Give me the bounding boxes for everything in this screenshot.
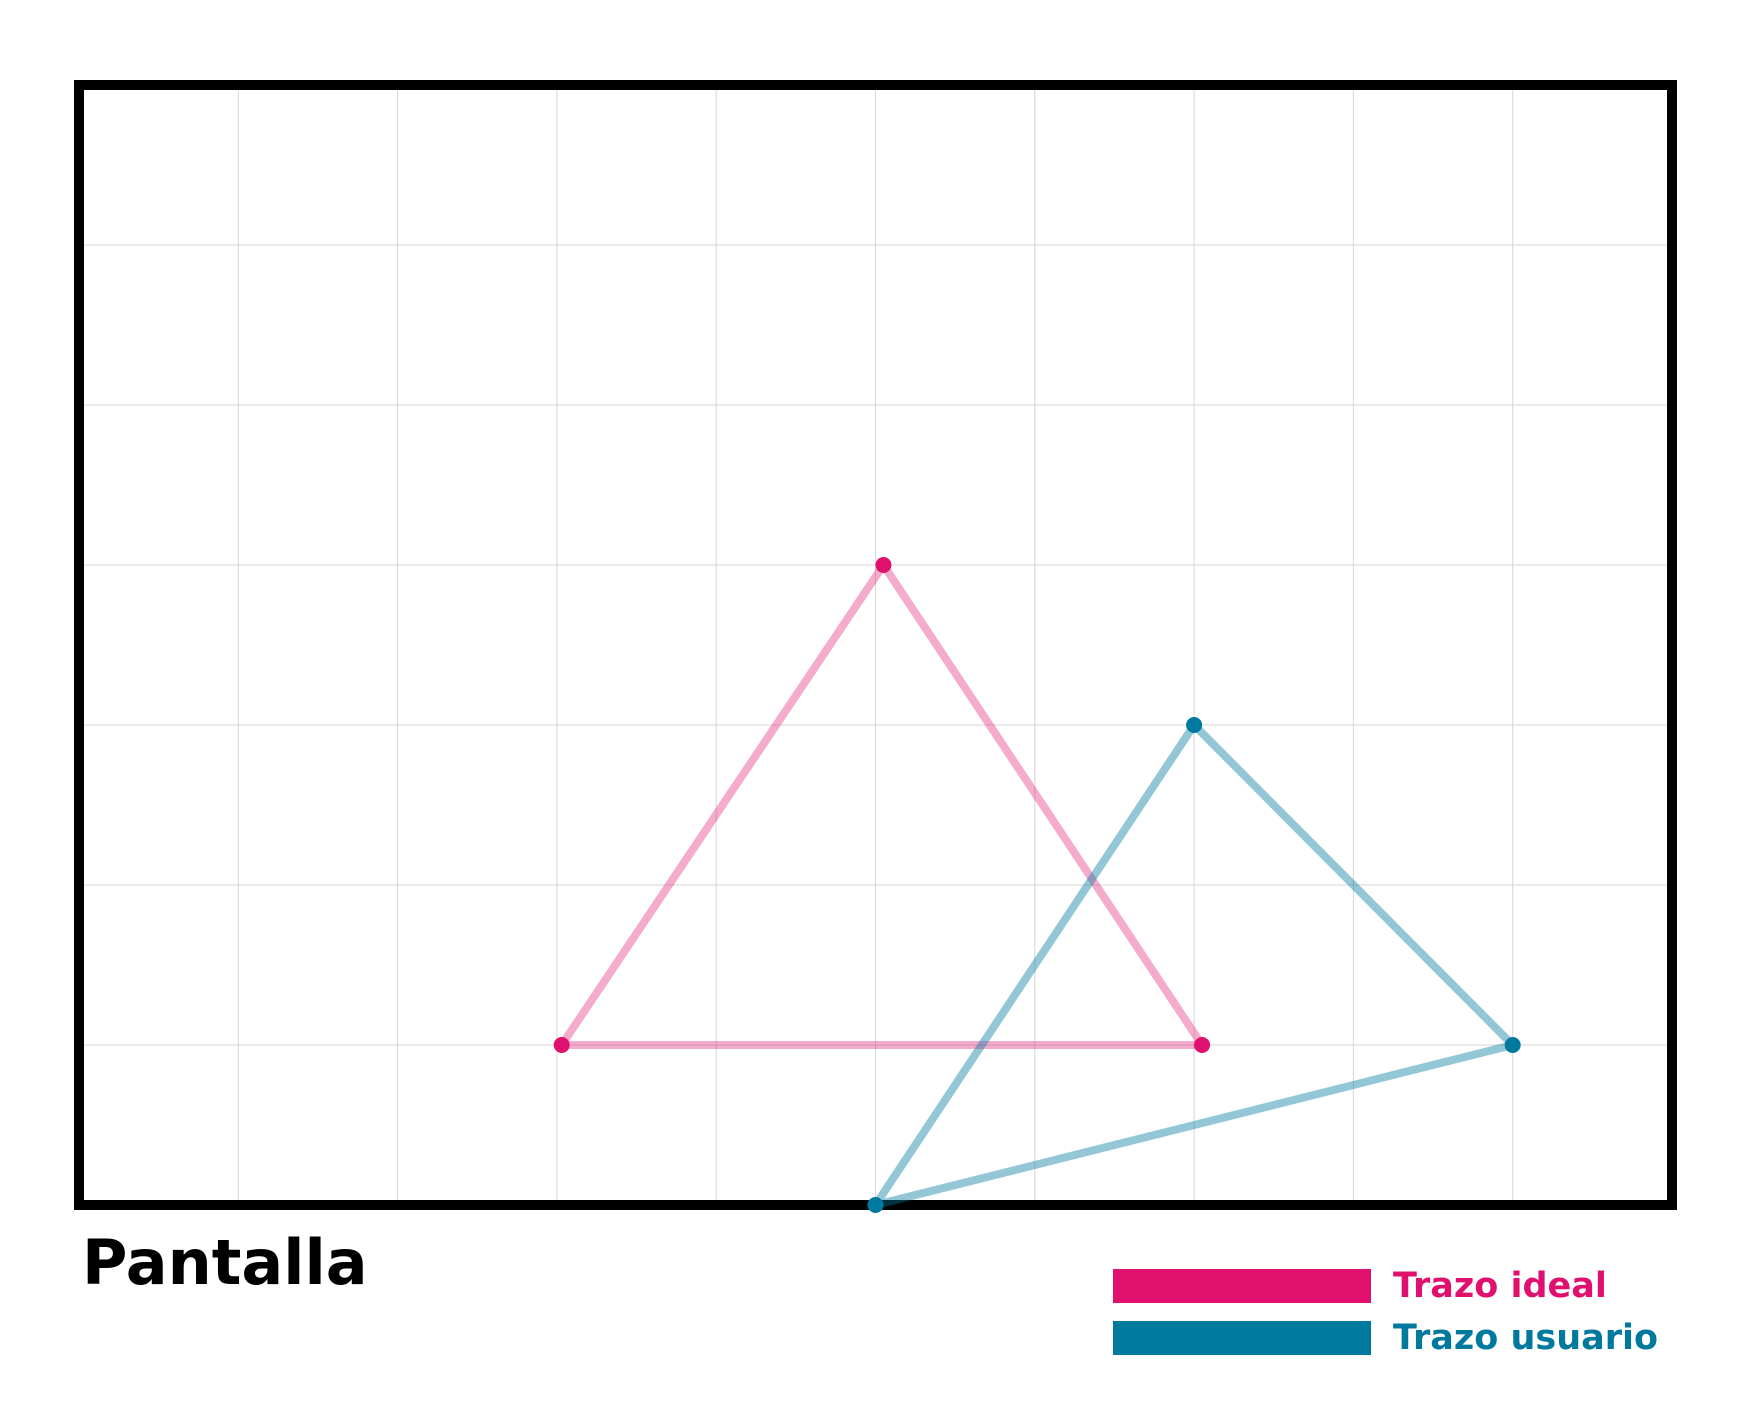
legend-item-user: Trazo usuario — [1113, 1318, 1659, 1358]
ideal-stroke-vertex — [875, 557, 892, 573]
legend-swatch-ideal — [1113, 1269, 1371, 1303]
screen-label: Pantalla — [82, 1226, 368, 1299]
legend: Trazo ideal Trazo usuario — [1113, 1266, 1659, 1372]
legend-label-user: Trazo usuario — [1393, 1318, 1659, 1358]
user-stroke-vertex — [1186, 717, 1203, 733]
user-stroke-triangle — [871, 721, 1517, 1209]
legend-label-ideal: Trazo ideal — [1393, 1266, 1607, 1306]
ideal-stroke-vertex — [1194, 1037, 1211, 1053]
ideal-stroke-vertex — [553, 1037, 570, 1053]
legend-item-ideal: Trazo ideal — [1113, 1266, 1658, 1306]
user-stroke-vertex — [1504, 1037, 1521, 1053]
ideal-stroke — [553, 557, 1211, 1053]
legend-swatch-user — [1113, 1321, 1371, 1355]
user-stroke — [867, 717, 1521, 1213]
grid-lines — [79, 85, 1672, 1205]
ideal-stroke-triangle — [557, 561, 1207, 1049]
user-stroke-vertex — [867, 1197, 884, 1213]
